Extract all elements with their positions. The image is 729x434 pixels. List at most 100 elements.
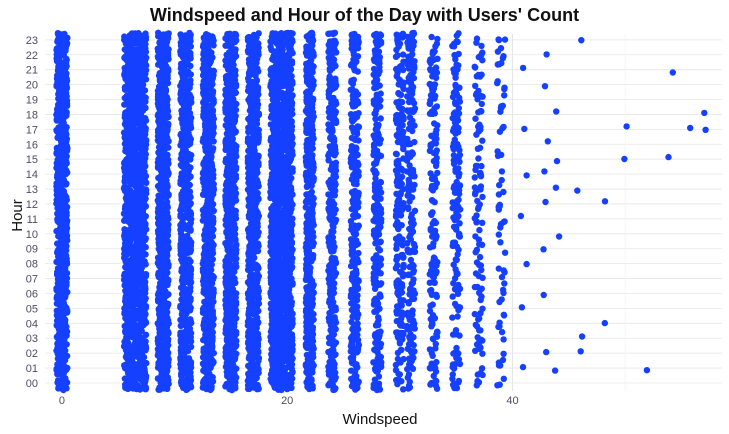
data-point <box>177 39 184 46</box>
data-point <box>164 245 172 252</box>
data-point <box>123 346 131 353</box>
data-point <box>182 177 189 184</box>
data-point <box>154 320 161 327</box>
data-point <box>165 113 172 121</box>
data-point <box>205 177 212 185</box>
data-point <box>62 65 69 72</box>
data-point <box>206 203 213 210</box>
data-point <box>186 38 193 45</box>
data-point <box>127 364 134 371</box>
data-point <box>156 310 163 317</box>
data-point <box>56 288 63 295</box>
data-point <box>53 117 60 124</box>
data-point <box>62 158 70 165</box>
data-point <box>179 50 187 57</box>
data-point <box>133 207 140 214</box>
data-point <box>55 56 63 63</box>
data-point <box>123 260 130 267</box>
data-point <box>132 50 139 57</box>
data-point <box>62 292 69 299</box>
data-point <box>164 353 171 360</box>
data-point <box>56 126 64 133</box>
data-point <box>61 191 68 198</box>
data-point <box>132 378 139 386</box>
data-point <box>210 286 217 293</box>
data-point <box>185 319 192 327</box>
data-point <box>133 215 140 222</box>
data-point <box>163 38 171 45</box>
data-point <box>209 378 217 385</box>
data-point <box>226 191 234 198</box>
data-point <box>127 82 134 89</box>
data-point <box>204 189 211 196</box>
data-point <box>180 304 188 312</box>
data-point <box>142 125 149 132</box>
data-point <box>222 216 229 224</box>
data-point <box>182 214 189 221</box>
data-point <box>135 70 142 77</box>
data-point <box>164 101 171 109</box>
data-point <box>227 220 235 227</box>
data-point <box>230 244 237 251</box>
data-point <box>60 347 68 355</box>
data-point <box>64 34 71 41</box>
data-point <box>157 157 164 164</box>
data-point <box>187 377 194 384</box>
data-point <box>134 40 141 47</box>
data-point <box>208 341 215 349</box>
data-point <box>230 214 237 221</box>
data-point <box>185 93 192 101</box>
data-point <box>210 124 217 131</box>
data-point <box>228 340 235 348</box>
data-point <box>124 279 131 286</box>
data-point <box>157 302 164 310</box>
data-point <box>142 272 150 280</box>
data-point <box>184 128 192 135</box>
data-point <box>225 356 232 364</box>
data-point <box>139 207 147 214</box>
data-point <box>210 185 217 192</box>
data-point <box>132 311 139 318</box>
data-point <box>249 382 257 389</box>
data-point <box>202 155 209 162</box>
data-point <box>141 297 148 304</box>
data-point <box>132 94 139 101</box>
data-point <box>59 384 66 392</box>
data-point <box>122 147 129 155</box>
data-point <box>185 55 192 63</box>
data-point <box>62 252 70 259</box>
data-point <box>121 310 128 317</box>
data-point <box>163 324 171 331</box>
data-point <box>138 246 146 254</box>
data-point <box>231 275 238 282</box>
data-point <box>222 278 229 286</box>
data-point <box>222 73 230 80</box>
data-point <box>163 70 170 78</box>
data-point <box>155 340 162 348</box>
data-point <box>55 369 63 376</box>
data-point <box>142 117 150 124</box>
data-point <box>231 382 239 390</box>
data-point <box>199 169 207 176</box>
data-point <box>154 133 162 140</box>
data-point <box>229 200 236 207</box>
data-point <box>55 147 62 155</box>
data-point <box>122 295 129 302</box>
data-point <box>63 142 71 150</box>
data-point <box>181 277 188 284</box>
data-point <box>205 260 212 267</box>
data-point <box>56 87 63 94</box>
data-point <box>184 237 192 244</box>
data-point <box>125 177 133 184</box>
data-point <box>188 114 195 122</box>
data-point <box>244 333 252 340</box>
data-point <box>64 364 71 372</box>
data-point <box>122 303 129 311</box>
chart-title: Windspeed and Hour of the Day with Users… <box>149 5 580 25</box>
data-point <box>125 204 132 212</box>
data-point <box>155 192 162 199</box>
data-point <box>54 355 62 362</box>
data-point <box>165 276 172 283</box>
data-point <box>246 355 253 362</box>
data-point <box>179 64 186 71</box>
